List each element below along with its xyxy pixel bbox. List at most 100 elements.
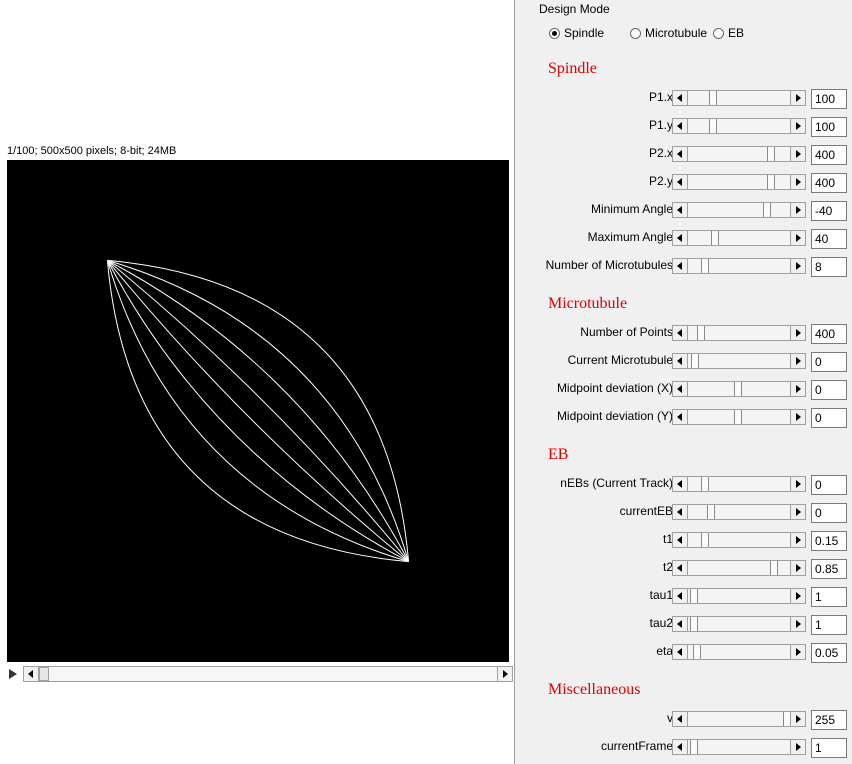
slider-thumb[interactable] [701,259,709,273]
slider-increment[interactable] [790,477,805,491]
slider-t1[interactable] [672,532,806,548]
slider-increment[interactable] [790,645,805,659]
slider-decrement[interactable] [673,354,688,368]
value-currenteb[interactable]: 0 [811,503,847,523]
slider-thumb[interactable] [690,589,698,603]
scroll-left-button[interactable] [24,667,39,681]
value-eta[interactable]: 0.05 [811,643,847,663]
value-current-microtubule[interactable]: 0 [811,352,847,372]
slider-decrement[interactable] [673,561,688,575]
slider-midpoint-deviation-y[interactable] [672,409,806,425]
slider-increment[interactable] [790,147,805,161]
radio-microtubule-indicator[interactable] [630,27,641,39]
slider-decrement[interactable] [673,740,688,754]
slider-p2x[interactable] [672,146,806,162]
slider-tau1[interactable] [672,588,806,604]
frame-scroll-thumb[interactable] [39,667,49,681]
slider-decrement[interactable] [673,533,688,547]
slider-number-of-points[interactable] [672,325,806,341]
slider-increment[interactable] [790,382,805,396]
slider-thumb[interactable] [767,175,775,189]
value-tau1[interactable]: 1 [811,587,847,607]
slider-p1x[interactable] [672,90,806,106]
slider-increment[interactable] [790,326,805,340]
slider-increment[interactable] [790,175,805,189]
slider-increment[interactable] [790,203,805,217]
slider-p1y[interactable] [672,118,806,134]
slider-thumb[interactable] [709,119,717,133]
slider-decrement[interactable] [673,617,688,631]
slider-p2y[interactable] [672,174,806,190]
value-tau2[interactable]: 1 [811,615,847,635]
value-midpoint-deviation-x[interactable]: 0 [811,380,847,400]
slider-decrement[interactable] [673,175,688,189]
slider-thumb[interactable] [690,617,698,631]
slider-increment[interactable] [790,712,805,726]
slider-thumb[interactable] [709,91,717,105]
slider-t2[interactable] [672,560,806,576]
slider-decrement[interactable] [673,119,688,133]
slider-decrement[interactable] [673,712,688,726]
value-p2x[interactable]: 400 [811,145,847,165]
slider-thumb[interactable] [697,326,705,340]
value-p1x[interactable]: 100 [811,89,847,109]
frame-scrollbar[interactable] [23,666,513,682]
value-v[interactable]: 255 [811,710,847,730]
slider-increment[interactable] [790,617,805,631]
slider-number-of-microtubules[interactable] [672,258,806,274]
slider-decrement[interactable] [673,645,688,659]
value-number-of-microtubules[interactable]: 8 [811,257,847,277]
slider-thumb[interactable] [693,645,701,659]
slider-increment[interactable] [790,91,805,105]
slider-midpoint-deviation-x[interactable] [672,381,806,397]
slider-increment[interactable] [790,589,805,603]
radio-spindle[interactable]: Spindle [549,26,604,40]
image-canvas[interactable] [7,160,509,662]
value-minimum-angle[interactable]: -40 [811,201,847,221]
slider-maximum-angle[interactable] [672,230,806,246]
slider-decrement[interactable] [673,231,688,245]
slider-current-microtubule[interactable] [672,353,806,369]
radio-eb-indicator[interactable] [713,27,724,39]
slider-thumb[interactable] [734,410,742,424]
slider-eta[interactable] [672,644,806,660]
slider-decrement[interactable] [673,203,688,217]
value-t2[interactable]: 0.85 [811,559,847,579]
slider-currenteb[interactable] [672,504,806,520]
value-midpoint-deviation-y[interactable]: 0 [811,408,847,428]
value-p1y[interactable]: 100 [811,117,847,137]
slider-increment[interactable] [790,119,805,133]
value-p2y[interactable]: 400 [811,173,847,193]
slider-increment[interactable] [790,533,805,547]
slider-thumb[interactable] [763,203,771,217]
slider-thumb[interactable] [691,354,699,368]
slider-thumb[interactable] [701,533,709,547]
slider-thumb[interactable] [734,382,742,396]
slider-nebs-current-track[interactable] [672,476,806,492]
value-t1[interactable]: 0.15 [811,531,847,551]
slider-decrement[interactable] [673,410,688,424]
slider-decrement[interactable] [673,589,688,603]
value-currentframe[interactable]: 1 [811,738,847,758]
radio-eb[interactable]: EB [713,26,744,40]
slider-v[interactable] [672,711,806,727]
slider-increment[interactable] [790,410,805,424]
radio-microtubule[interactable]: Microtubule [630,26,707,40]
slider-decrement[interactable] [673,326,688,340]
slider-minimum-angle[interactable] [672,202,806,218]
slider-increment[interactable] [790,505,805,519]
value-number-of-points[interactable]: 400 [811,324,847,344]
slider-decrement[interactable] [673,477,688,491]
slider-decrement[interactable] [673,259,688,273]
slider-decrement[interactable] [673,505,688,519]
value-nebs-current-track[interactable]: 0 [811,475,847,495]
slider-decrement[interactable] [673,147,688,161]
slider-increment[interactable] [790,259,805,273]
slider-increment[interactable] [790,740,805,754]
slider-tau2[interactable] [672,616,806,632]
value-maximum-angle[interactable]: 40 [811,229,847,249]
scroll-right-button[interactable] [497,667,512,681]
slider-decrement[interactable] [673,91,688,105]
play-icon[interactable] [9,669,17,679]
slider-increment[interactable] [790,354,805,368]
